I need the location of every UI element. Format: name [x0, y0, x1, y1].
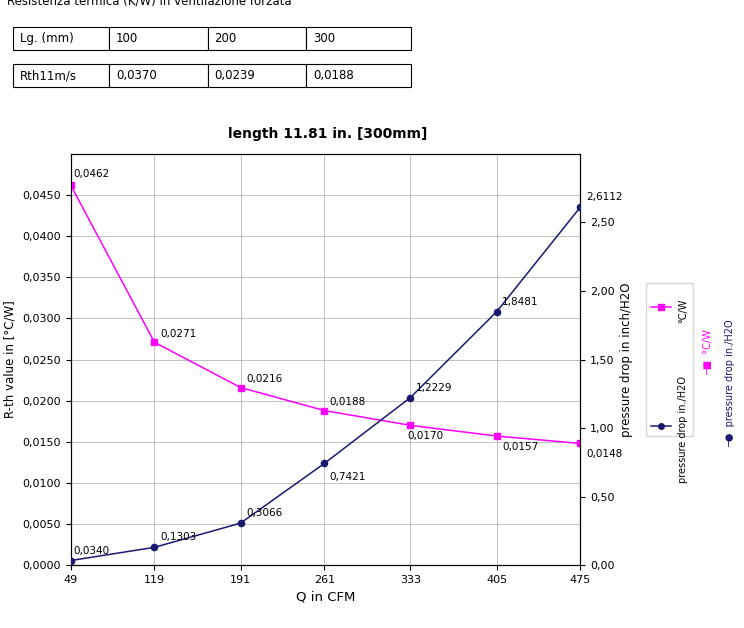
Text: 1,2229: 1,2229	[416, 382, 452, 392]
Text: 0,0216: 0,0216	[246, 374, 283, 384]
Bar	[208, 64, 307, 87]
Bar	[109, 64, 208, 87]
Text: 0,0271: 0,0271	[160, 328, 196, 338]
Text: 0,0188: 0,0188	[330, 397, 366, 407]
Text: ─●  pressure drop in./H2O: ─● pressure drop in./H2O	[725, 319, 735, 447]
Text: 300: 300	[313, 32, 336, 45]
Text: 0,0157: 0,0157	[502, 442, 539, 452]
Text: Resistenza termica (K/W) in ventilazione forzata: Resistenza termica (K/W) in ventilazione…	[7, 0, 292, 8]
Text: 0,0239: 0,0239	[214, 69, 255, 82]
Text: 1,8481: 1,8481	[502, 297, 539, 307]
Y-axis label: R-th value in [°C/W]: R-th value in [°C/W]	[4, 301, 17, 418]
Bar	[307, 64, 411, 87]
Text: 0,1303: 0,1303	[160, 533, 196, 543]
Text: 200: 200	[214, 32, 237, 45]
Text: 0,3066: 0,3066	[246, 508, 283, 518]
Bar	[208, 28, 307, 50]
Text: 100: 100	[116, 32, 138, 45]
Text: 0,0462: 0,0462	[74, 169, 109, 179]
Text: 0,0170: 0,0170	[408, 431, 443, 441]
Text: ─■  °C/W: ─■ °C/W	[703, 329, 713, 374]
Text: Lg. (mm): Lg. (mm)	[20, 32, 74, 45]
Text: 0,0370: 0,0370	[116, 69, 157, 82]
Y-axis label: pressure drop in inch/H2O: pressure drop in inch/H2O	[620, 282, 633, 437]
Bar	[13, 28, 109, 50]
X-axis label: Q in CFM: Q in CFM	[296, 590, 355, 604]
Text: 0,0188: 0,0188	[313, 69, 354, 82]
Text: 0,0148: 0,0148	[586, 449, 622, 459]
Text: Rth11m/s: Rth11m/s	[20, 69, 77, 82]
Text: 0,0340: 0,0340	[74, 546, 109, 556]
Text: 2,6112: 2,6112	[586, 192, 623, 202]
Bar	[307, 28, 411, 50]
Bar	[109, 28, 208, 50]
Legend: °C/W, pressure drop in./H2O: °C/W, pressure drop in./H2O	[647, 283, 693, 436]
Bar	[13, 64, 109, 87]
Text: length 11.81 in. [300mm]: length 11.81 in. [300mm]	[228, 127, 427, 141]
Text: 0,7421: 0,7421	[330, 472, 366, 482]
